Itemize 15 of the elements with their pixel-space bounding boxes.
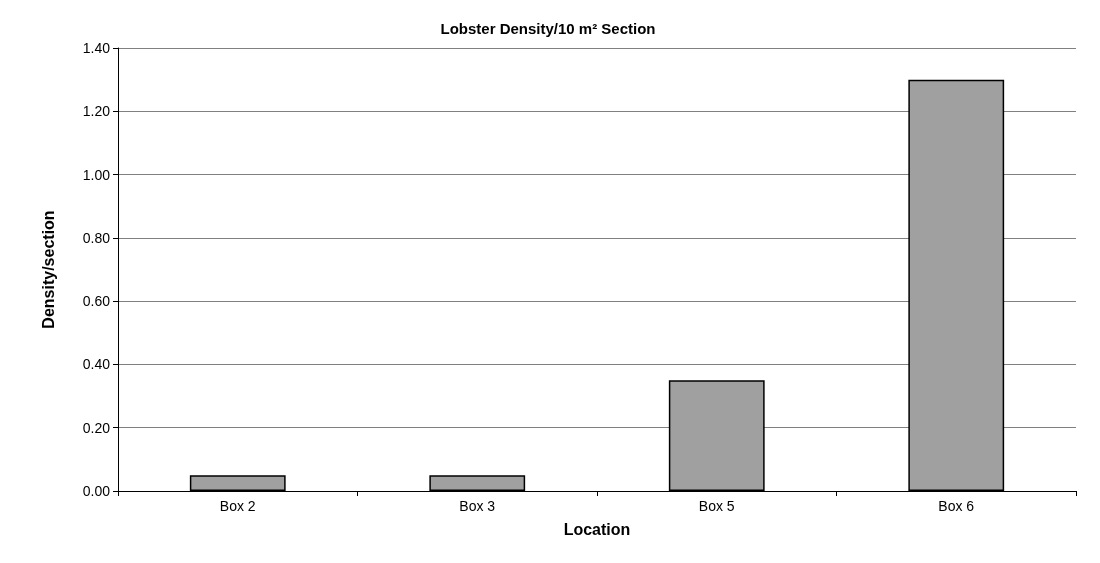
y-tick-label: 0.40 — [82, 356, 111, 373]
y-tick-label: 1.40 — [82, 40, 111, 56]
y-tick-label: 1.20 — [82, 103, 111, 120]
y-tick-label: 0.60 — [82, 293, 111, 310]
x-tick-label: Box 2 — [219, 498, 256, 514]
x-tick-label: Box 3 — [459, 498, 496, 514]
chart-title: Lobster Density/10 m² Section — [440, 20, 656, 37]
y-tick-label: 0.80 — [82, 229, 111, 246]
x-tick-label: Box 6 — [938, 498, 975, 514]
y-tick-label: 0.00 — [82, 483, 111, 499]
y-axis-title: Density/section — [39, 210, 57, 329]
y-tick-label: 0.20 — [82, 419, 111, 436]
x-axis-title: Location — [563, 520, 631, 538]
x-tick-label: Box 5 — [698, 498, 735, 514]
y-tick-label: 1.00 — [82, 166, 111, 183]
